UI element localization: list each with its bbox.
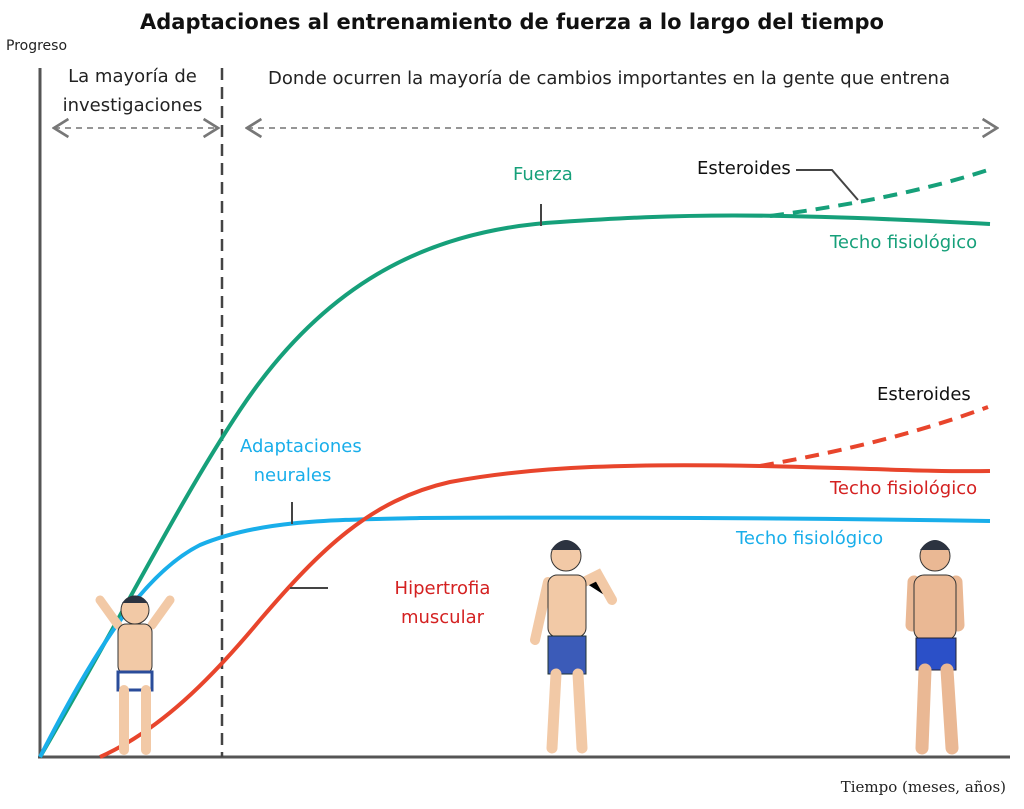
x-axis-label: Tiempo (meses, años) <box>840 778 1006 796</box>
hypertrophy-steroids-label: Esteroides <box>877 384 971 405</box>
steroids-pointer <box>796 169 859 201</box>
strength-curve <box>38 213 991 759</box>
neural-label-line1: Adaptaciones <box>240 436 362 457</box>
hypertrophy-ceiling-label: Techo fisiológico <box>830 478 978 499</box>
hypertrophy-label-line1: Hipertrofia <box>394 578 491 599</box>
intermediate-figure <box>530 540 617 754</box>
neural-label-line2: neurales <box>253 465 332 486</box>
chart-title: Adaptaciones al entrenamiento de fuerza … <box>140 10 884 34</box>
hypertrophy-label: Hipertrofia muscular <box>385 574 500 632</box>
strength-label: Fuerza <box>513 164 573 185</box>
left-region-line2: investigaciones <box>62 95 203 116</box>
right-region-label: Donde ocurren la mayoría de cambios impo… <box>268 68 950 89</box>
beginner-figure <box>95 595 175 755</box>
strength-steroids-label: Esteroides <box>697 158 791 179</box>
neural-curve <box>38 515 991 758</box>
left-region-label: La mayoría de investigaciones <box>50 62 215 120</box>
hypertrophy-curve <box>99 463 991 759</box>
neural-ceiling-label: Techo fisiológico <box>736 528 884 549</box>
y-axis-label: Progreso <box>6 38 68 54</box>
left-region-line1: La mayoría de <box>68 66 197 87</box>
hypertrophy-label-line2: muscular <box>400 607 485 628</box>
strength-ceiling-label: Techo fisiológico <box>830 232 978 253</box>
advanced-figure <box>905 540 965 755</box>
strength-steroids-curve <box>769 168 989 218</box>
hypertrophy-steroids-curve <box>759 405 989 468</box>
neural-label: Adaptaciones neurales <box>240 432 362 490</box>
